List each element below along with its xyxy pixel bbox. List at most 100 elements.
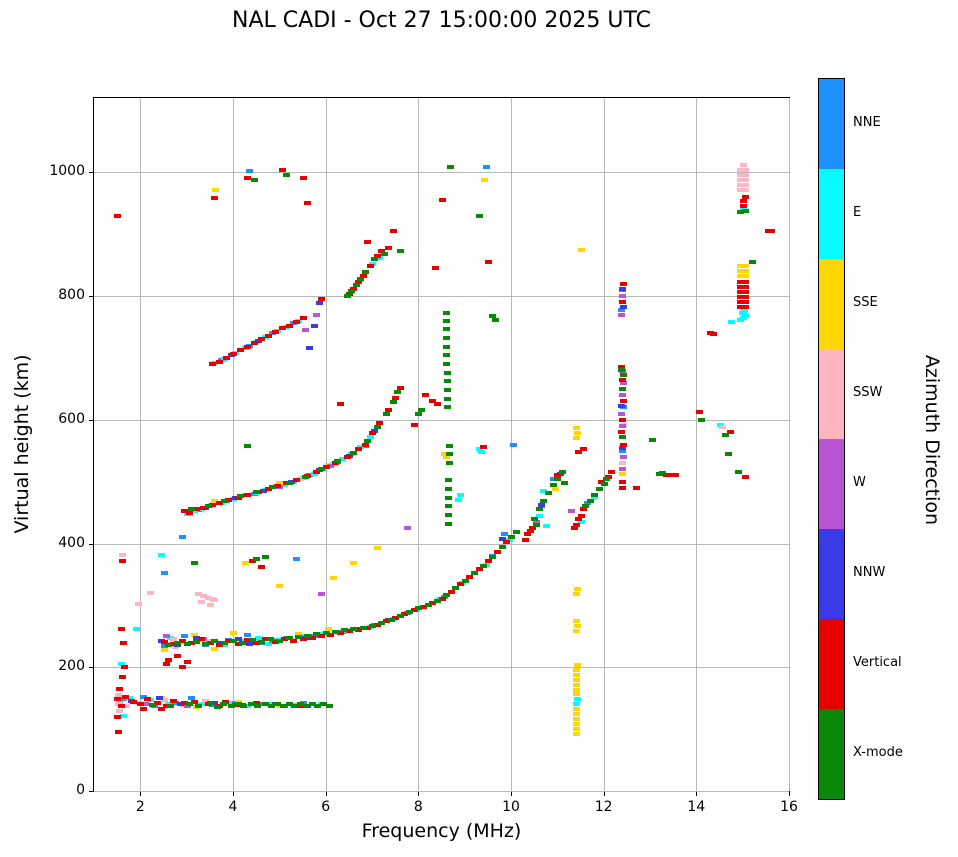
- scatter-point: [188, 507, 196, 512]
- scatter-point: [197, 637, 205, 642]
- scatter-point: [204, 504, 212, 509]
- scatter-point: [620, 281, 628, 286]
- scatter-point: [158, 706, 166, 711]
- scatter-point: [285, 701, 293, 706]
- scatter-point: [115, 693, 123, 698]
- x-tick-mark: [418, 792, 420, 796]
- scatter-point: [528, 526, 536, 531]
- scatter-point: [572, 692, 580, 697]
- scatter-point: [195, 703, 203, 708]
- scatter-point: [477, 449, 485, 454]
- scatter-point: [382, 411, 390, 416]
- scatter-point: [602, 477, 610, 482]
- scatter-point: [243, 704, 251, 709]
- scatter-point: [199, 594, 207, 599]
- scatter-point: [116, 708, 124, 713]
- scatter-point: [542, 524, 550, 529]
- scatter-point: [373, 253, 381, 258]
- scatter-point: [619, 286, 627, 291]
- scatter-point: [739, 162, 747, 167]
- scatter-point: [740, 308, 748, 313]
- scatter-point: [246, 641, 254, 646]
- scatter-point: [433, 402, 441, 407]
- scatter-point: [619, 393, 627, 397]
- scatter-point: [561, 480, 569, 485]
- scatter-point: [741, 474, 749, 479]
- scatter-point: [297, 702, 305, 707]
- scatter-point: [417, 408, 425, 413]
- scatter-point: [294, 631, 302, 636]
- scatter-point: [596, 487, 604, 492]
- scatter-point: [445, 478, 453, 483]
- gridline-horizontal: [94, 667, 789, 669]
- scatter-point: [348, 289, 356, 294]
- scatter-point: [239, 640, 247, 645]
- scatter-point: [618, 430, 626, 435]
- scatter-point: [482, 165, 490, 170]
- scatter-point: [572, 702, 580, 707]
- scatter-point: [371, 428, 379, 433]
- scatter-point: [318, 634, 326, 639]
- scatter-point: [206, 701, 214, 706]
- scatter-point: [116, 686, 124, 691]
- scatter-point: [438, 596, 446, 601]
- scatter-point: [438, 198, 446, 203]
- scatter-point: [234, 701, 242, 706]
- scatter-point: [454, 498, 462, 503]
- scatter-point: [355, 627, 363, 632]
- scatter-point: [620, 373, 628, 378]
- scatter-point: [264, 641, 272, 646]
- scatter-point: [225, 700, 233, 705]
- scatter-point: [667, 473, 675, 478]
- scatter-point: [119, 713, 127, 718]
- scatter-point: [271, 639, 279, 644]
- scatter-point: [322, 631, 330, 636]
- scatter-point: [206, 603, 214, 608]
- scatter-point: [607, 470, 615, 475]
- colorbar-label: X-mode: [853, 745, 903, 760]
- scatter-point: [508, 535, 515, 540]
- scatter-point: [382, 619, 390, 624]
- scatter-point: [552, 487, 560, 492]
- scatter-point: [211, 196, 219, 201]
- scatter-point: [618, 411, 626, 416]
- scatter-point: [572, 707, 580, 712]
- scatter-point: [620, 454, 628, 459]
- gridline-vertical: [325, 98, 327, 791]
- scatter-point: [443, 311, 451, 316]
- scatter-point: [271, 329, 279, 334]
- scatter-point: [188, 696, 196, 701]
- colorbar-segment-nnw: [819, 529, 844, 619]
- scatter-point: [401, 612, 409, 617]
- scatter-point: [540, 488, 548, 493]
- scatter-point: [261, 555, 269, 560]
- scatter-point: [431, 266, 439, 271]
- scatter-point: [285, 323, 293, 328]
- scatter-point: [212, 187, 220, 192]
- gridline-vertical: [140, 98, 142, 791]
- scatter-point: [162, 634, 170, 639]
- scatter-point: [392, 615, 400, 620]
- scatter-point: [741, 172, 749, 177]
- y-tick-mark: [89, 667, 93, 669]
- y-tick-mark: [89, 172, 93, 174]
- scatter-point: [216, 642, 224, 647]
- y-tick-label: 400: [58, 534, 85, 551]
- scatter-point: [243, 638, 251, 643]
- scatter-point: [341, 628, 349, 633]
- scatter-point: [633, 485, 641, 490]
- scatter-point: [461, 578, 469, 583]
- scatter-point: [572, 592, 580, 597]
- scatter-point: [118, 674, 126, 679]
- scatter-point: [741, 295, 749, 300]
- scatter-point: [444, 405, 452, 410]
- scatter-point: [280, 703, 288, 708]
- scatter-point: [247, 702, 255, 707]
- scatter-point: [141, 701, 149, 706]
- scatter-point: [443, 454, 451, 459]
- scatter-point: [327, 463, 335, 468]
- scatter-point: [410, 608, 418, 613]
- scatter-point: [255, 635, 263, 640]
- scatter-point: [299, 316, 307, 321]
- scatter-point: [618, 404, 626, 409]
